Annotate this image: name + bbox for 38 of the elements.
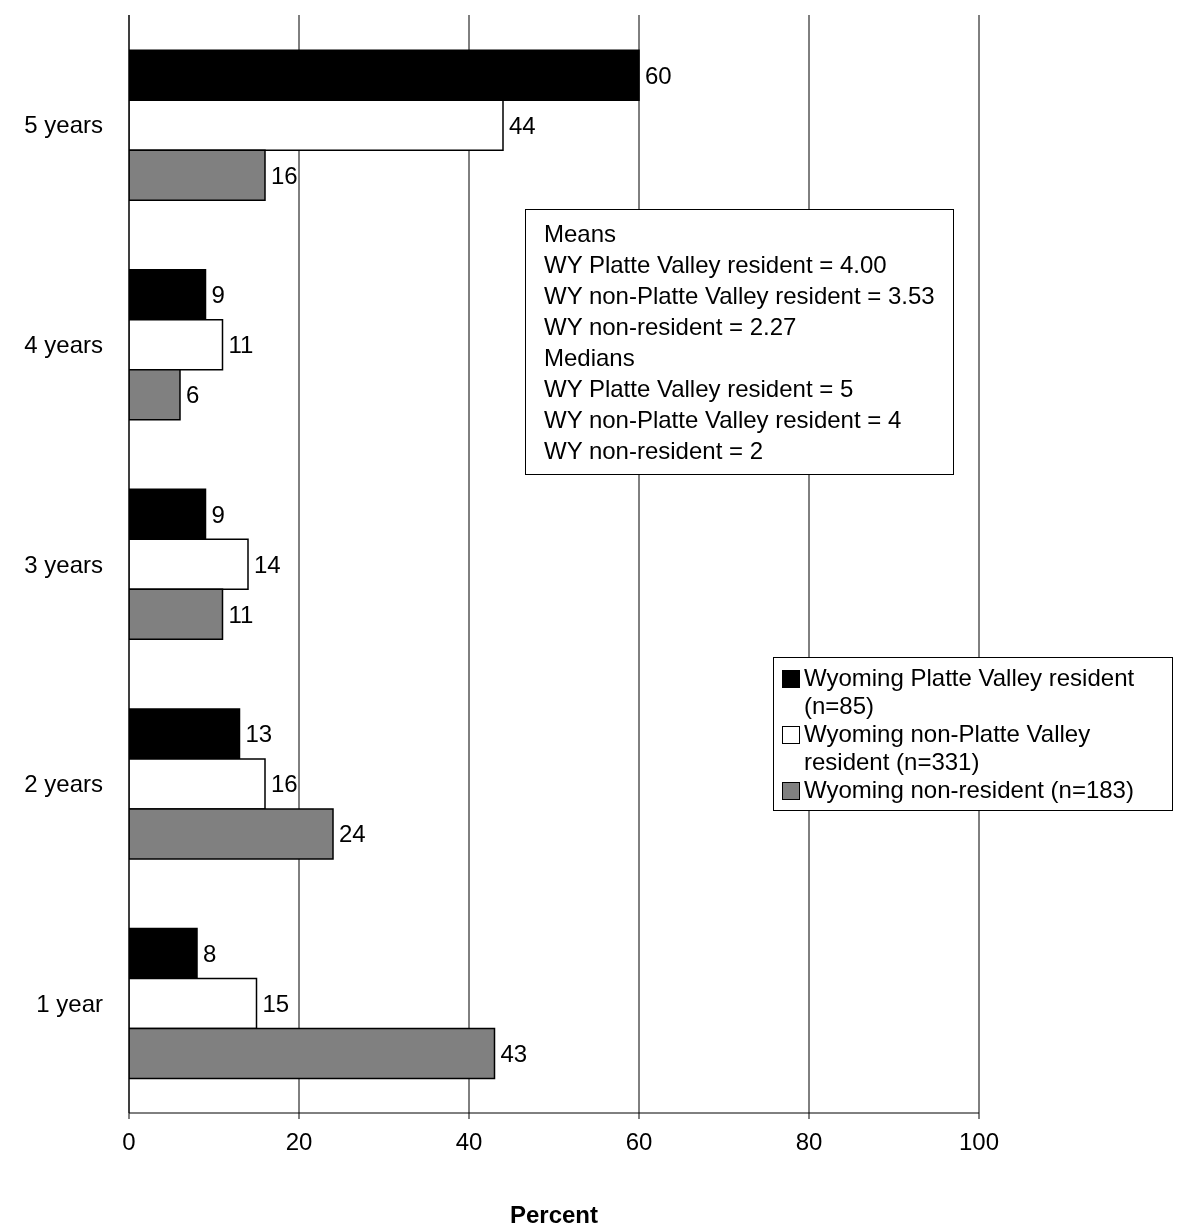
data-label: 9 [211,281,225,309]
x-axis-title: Percent [509,1201,599,1228]
data-label: 24 [339,820,366,848]
data-label: 16 [271,161,298,189]
data-label: 43 [500,1040,528,1068]
data-label: 13 [245,720,273,748]
legend-label: Wyoming non-Platte Valley resident (n=331) [804,720,1092,776]
x-tick-label: 100 [958,1128,1000,1156]
x-tick-label: 0 [122,1128,136,1156]
data-label: 11 [228,331,254,359]
y-tick-label: 1 year [36,989,104,1017]
x-tick-label: 20 [285,1128,313,1156]
legend-label: Wyoming non-resident (n=183) [804,776,1134,804]
annotation: WY non-Platte Valley resident = 4 [544,405,903,435]
data-label: 11 [228,600,254,628]
data-label: 60 [645,61,672,89]
annotation: WY non-resident = 2 [544,436,764,466]
legend-label: Wyoming Platte Valley resident (n=85) [804,664,1136,720]
annotation: WY Platte Valley resident = 5 [544,374,855,404]
y-tick-label: 2 years [24,770,103,798]
data-label: 44 [509,111,536,139]
x-tick-label: 80 [795,1128,823,1156]
annotation: Medians [544,343,636,373]
y-tick-label: 3 years [24,550,103,578]
data-label: 9 [211,500,225,528]
data-label: 8 [203,940,217,968]
data-label: 15 [262,990,290,1018]
annotation: WY non-resident = 2.27 [544,312,798,342]
y-tick-label: 4 years [24,330,103,358]
annotation: Means [544,219,618,249]
data-label: 16 [271,770,298,798]
data-label: 14 [254,550,281,578]
data-label: 6 [186,381,200,409]
annotation: WY non-Platte Valley resident = 3.53 [544,281,935,311]
x-tick-label: 60 [625,1128,653,1156]
annotation: WY Platte Valley resident = 4.00 [544,250,888,280]
y-tick-label: 5 years [24,111,103,139]
x-tick-label: 40 [455,1128,483,1156]
